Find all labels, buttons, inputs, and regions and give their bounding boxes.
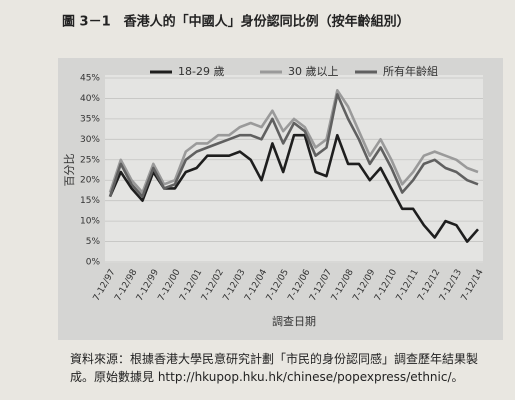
y-tick-label: 5%	[86, 237, 101, 247]
chart: 圖 3－1 香港人的「中國人」身份認同比例（按年齡組別） 百分比 調查日期 0%…	[58, 14, 503, 340]
series-line	[108, 93, 479, 198]
series-line	[108, 89, 479, 194]
y-tick-label: 0%	[86, 258, 101, 268]
legend-label: 18-29 歲	[178, 64, 224, 78]
y-tick-label: 15%	[80, 196, 100, 206]
y-tick-label: 45%	[80, 74, 100, 84]
chart-title: 圖 3－1 香港人的「中國人」身份認同比例（按年齡組別）	[62, 14, 410, 30]
legend-label: 30 歲以上	[288, 64, 339, 78]
y-tick-label: 25%	[80, 155, 100, 165]
y-tick-label: 35%	[80, 114, 100, 124]
y-tick-label: 20%	[80, 176, 100, 186]
series-line	[108, 133, 479, 243]
x-axis-title: 調查日期	[272, 314, 316, 328]
legend-label: 所有年齡組	[383, 64, 438, 78]
source-note: 資料來源：根據香港大學民意研究計劃「市民的身份認同感」調查歷年結果製成。原始數據…	[70, 352, 479, 384]
plot-area	[105, 75, 483, 263]
y-tick-label: 10%	[80, 217, 100, 227]
y-axis-title: 百分比	[63, 154, 76, 187]
y-tick-label: 40%	[80, 94, 100, 104]
y-tick-label: 30%	[80, 135, 100, 145]
